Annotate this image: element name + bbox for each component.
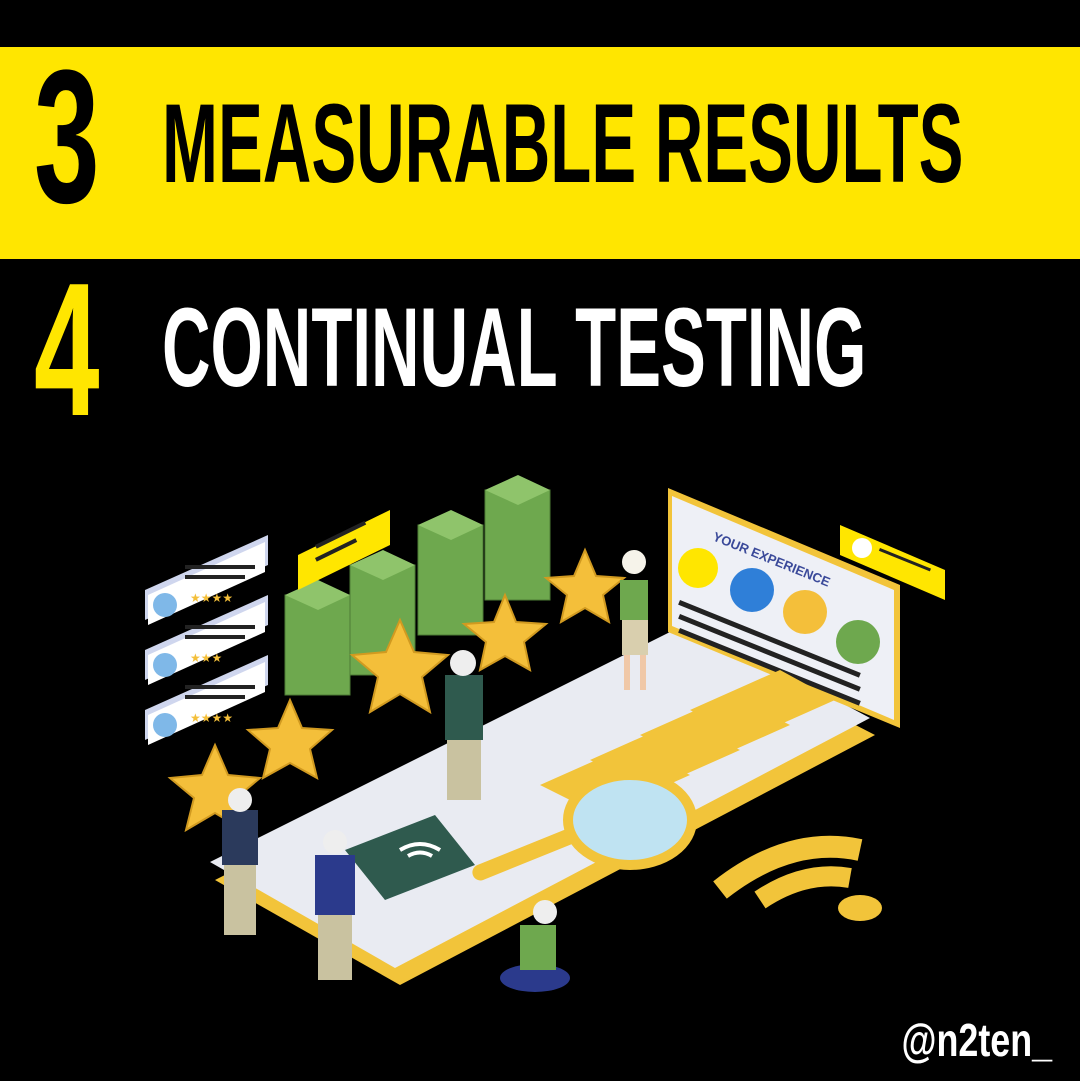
- your-experience-screen: YOUR EXPERIENCE: [668, 488, 900, 728]
- item-title-measurable-results: MEASURABLE RESULTS: [162, 81, 964, 206]
- review-cards: ★★★★ ★★★ ★★★★: [145, 535, 268, 745]
- wifi-tablet: [345, 815, 475, 900]
- item-title-continual-testing: CONTINUAL TESTING: [162, 285, 867, 410]
- yellow-highlight-band: [0, 47, 1080, 259]
- svg-text:★★★: ★★★: [190, 651, 222, 665]
- magnifier: [472, 770, 697, 881]
- notification-card: [840, 525, 945, 600]
- speech-bubble: [298, 510, 390, 590]
- green-cube-stacks: [284, 475, 551, 696]
- svg-text:★★★★: ★★★★: [190, 591, 233, 605]
- social-handle: @n2ten_: [901, 1014, 1052, 1066]
- item-number-4: 4: [34, 244, 100, 456]
- svg-text:★★★★: ★★★★: [190, 711, 233, 725]
- testing-illustration: ★★★★ ★★★ ★★★★: [145, 475, 945, 992]
- rating-stars: [167, 547, 627, 833]
- wifi-icon: [713, 835, 882, 921]
- people: [222, 550, 648, 992]
- item-number-3: 3: [34, 31, 100, 243]
